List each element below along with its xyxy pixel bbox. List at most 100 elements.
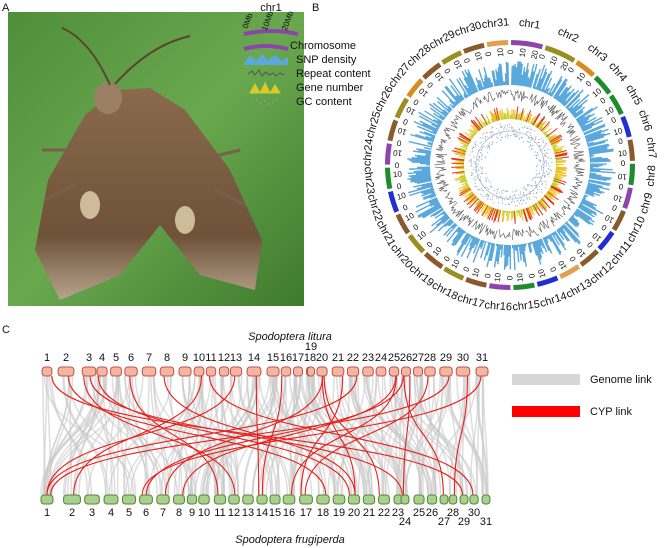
gene-bar bbox=[532, 204, 538, 214]
gene-bar bbox=[550, 139, 560, 145]
gene-bar bbox=[532, 204, 540, 217]
genome-link bbox=[340, 375, 401, 496]
gene-bar bbox=[479, 124, 483, 129]
gene-bar bbox=[460, 186, 470, 193]
chromosome bbox=[513, 282, 535, 290]
chromosome-box bbox=[246, 366, 262, 377]
chromosome-tick: 0 bbox=[584, 79, 594, 89]
legend-symbol bbox=[252, 99, 277, 105]
legend-chromosome bbox=[243, 29, 299, 36]
gene-bar bbox=[552, 180, 559, 184]
chromosome-label: 24 bbox=[375, 352, 387, 364]
gene-bar bbox=[461, 176, 466, 179]
chromosome-label: 23 bbox=[392, 507, 404, 519]
gene-bar bbox=[466, 193, 475, 201]
gene-bar bbox=[533, 204, 538, 210]
legend-symbol bbox=[243, 44, 289, 51]
cyp-link bbox=[255, 375, 260, 496]
gene-bar bbox=[546, 127, 558, 138]
chromosome-box bbox=[448, 494, 458, 505]
gene-bar bbox=[527, 114, 532, 123]
gene-bar bbox=[469, 194, 476, 201]
repeat-track bbox=[499, 229, 511, 239]
gene-bar bbox=[465, 192, 474, 200]
chromosome-box bbox=[269, 494, 281, 505]
chromosome-label: 19 bbox=[305, 341, 317, 353]
gene-bar bbox=[547, 191, 559, 201]
gene-bar bbox=[538, 200, 547, 210]
genome-link bbox=[348, 375, 402, 496]
chromosome-box bbox=[413, 494, 425, 505]
chromosome bbox=[593, 75, 612, 95]
gene-bar bbox=[553, 178, 567, 183]
genome-link bbox=[102, 375, 113, 496]
repeat-track bbox=[450, 115, 463, 129]
repeat-track bbox=[437, 180, 449, 193]
gene-bar bbox=[460, 142, 469, 147]
gene-bar bbox=[466, 195, 477, 205]
chromosome-label: 26 bbox=[400, 352, 412, 364]
chromosome-label: 2 bbox=[69, 507, 75, 519]
chromosome-label: 25 bbox=[413, 507, 425, 519]
gene-bar bbox=[460, 177, 467, 181]
gene-bar bbox=[483, 121, 487, 126]
gene-bar bbox=[470, 135, 474, 139]
cyp-link bbox=[261, 375, 283, 496]
gene-bar bbox=[468, 192, 474, 197]
gene-bar bbox=[549, 139, 555, 143]
chromosome-label: 16 bbox=[283, 507, 295, 519]
gene-bar bbox=[536, 117, 546, 129]
gene-bar bbox=[477, 201, 484, 210]
gene-bar bbox=[470, 128, 477, 135]
genome-link bbox=[47, 375, 74, 496]
chromosome-label: chr4 bbox=[606, 60, 629, 84]
gene-bar bbox=[555, 167, 565, 170]
gene-bar bbox=[536, 115, 546, 128]
gene-bar bbox=[464, 191, 473, 198]
chromosome-tick: 0 bbox=[617, 136, 624, 146]
gene-bar bbox=[472, 129, 478, 134]
chromosome-box bbox=[316, 366, 328, 377]
chromosome-tick: 0 bbox=[411, 97, 420, 107]
gene-bar bbox=[518, 112, 521, 120]
gene-bar bbox=[487, 205, 490, 210]
chromosome bbox=[407, 234, 426, 254]
repeat-track bbox=[573, 151, 586, 163]
chromosome bbox=[608, 94, 624, 116]
gene-bar bbox=[524, 119, 526, 122]
cyp-link bbox=[46, 375, 358, 496]
gene-bar bbox=[522, 116, 526, 122]
gene-bar bbox=[455, 153, 466, 157]
gene-bar bbox=[459, 135, 471, 143]
legend-swatch bbox=[512, 406, 580, 417]
chromosome-box bbox=[57, 366, 75, 377]
gene-bar bbox=[473, 119, 482, 130]
chromosome-box bbox=[426, 494, 438, 505]
gene-bar bbox=[491, 118, 494, 123]
chromosome-label: 3 bbox=[89, 507, 95, 519]
gene-bar bbox=[471, 135, 474, 138]
chromosome-box bbox=[282, 494, 296, 505]
repeat-track bbox=[550, 211, 563, 227]
chromosome-box bbox=[293, 366, 303, 377]
chromosome-label: 21 bbox=[332, 352, 344, 364]
chromosome-box bbox=[96, 366, 108, 377]
gene-bar bbox=[543, 127, 552, 135]
gene-bar bbox=[491, 112, 496, 122]
chromosome-label: 11 bbox=[214, 507, 225, 519]
gene-bar bbox=[463, 186, 470, 192]
chromosome-label: 7 bbox=[160, 507, 166, 519]
gene-bar bbox=[479, 118, 486, 127]
chromosome-tick: 0 bbox=[396, 138, 403, 148]
gene-bar bbox=[548, 135, 555, 141]
chromosome bbox=[465, 277, 487, 288]
gene-bar bbox=[549, 187, 554, 190]
gene-bar bbox=[537, 122, 543, 129]
genome-link bbox=[362, 375, 433, 496]
gene-bar bbox=[542, 196, 545, 199]
chromosome-label: chr3 bbox=[585, 42, 609, 65]
chromosome-label: chr18 bbox=[430, 279, 460, 302]
gene-bar bbox=[532, 113, 541, 126]
gene-bar bbox=[499, 110, 503, 120]
